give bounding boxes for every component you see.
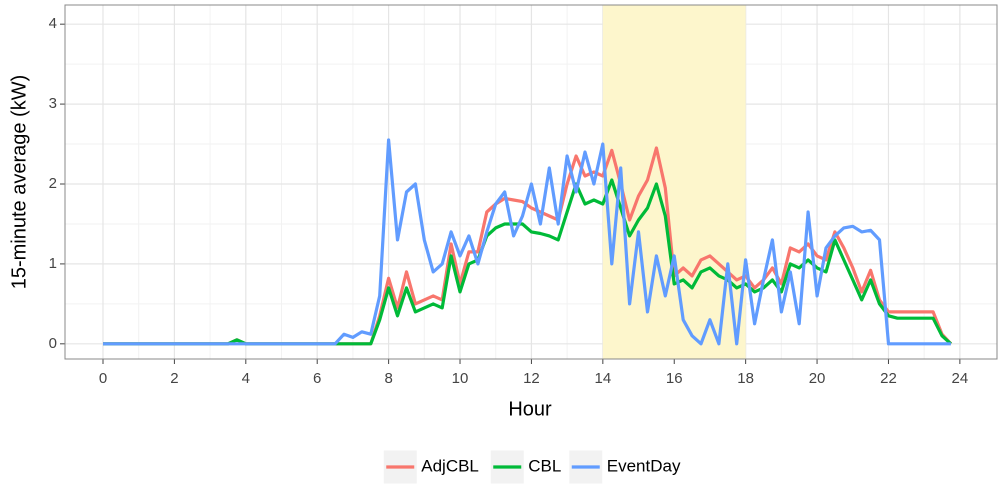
x-tick-label: 6 [313,370,321,387]
legend-label: CBL [528,456,561,475]
x-tick-label: 18 [737,370,754,387]
y-tick-label: 3 [49,95,57,112]
y-tick-label: 2 [49,175,57,192]
series-line [103,146,953,346]
y-tick-label: 1 [49,255,57,272]
x-axis-label: Hour [508,398,552,420]
x-tick-label: 22 [880,370,897,387]
x-tick-label: 8 [384,370,392,387]
x-tick-label: 0 [99,370,107,387]
legend-label: AdjCBL [421,456,479,475]
shaded-range [602,5,746,359]
plot-border [64,4,998,360]
x-tick-label: 24 [952,370,969,387]
x-tick-label: 14 [594,370,611,387]
y-tick-label: 0 [49,335,57,352]
x-tick-label: 2 [170,370,178,387]
y-axis-label: 15-minute average (kW) [8,75,30,290]
y-tick-label: 4 [49,15,57,32]
x-tick-label: 20 [809,370,826,387]
series-line [103,138,951,346]
x-tick-label: 4 [242,370,250,387]
legend-label: EventDay [607,456,681,475]
x-tick-label: 16 [666,370,683,387]
x-tick-label: 12 [523,370,540,387]
x-tick-label: 10 [452,370,469,387]
